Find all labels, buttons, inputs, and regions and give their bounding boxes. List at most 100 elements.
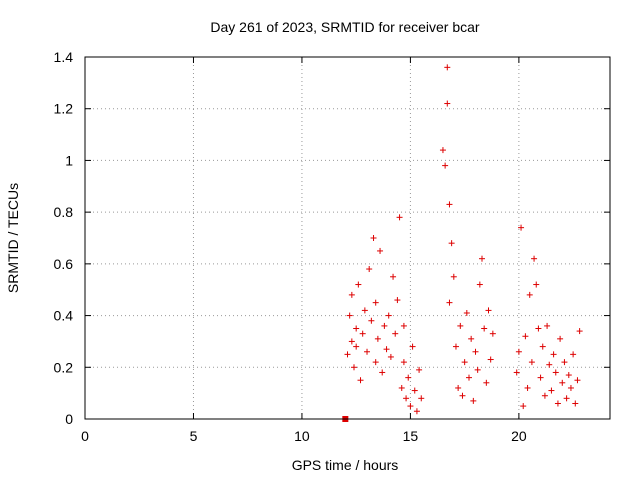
data-point: [372, 299, 379, 306]
y-tick-label: 0.4: [54, 308, 74, 324]
y-axis-ticks: 0 0.2 0.4 0.6 0.8 1 1.2 1.4: [54, 49, 610, 427]
data-point: [366, 266, 373, 273]
data-point: [544, 322, 551, 329]
data-point: [563, 395, 570, 402]
data-point: [344, 351, 351, 358]
data-point: [526, 291, 533, 298]
data-point: [348, 338, 355, 345]
data-point: [459, 392, 466, 399]
data-point: [359, 330, 366, 337]
data-point: [400, 322, 407, 329]
data-point: [465, 374, 472, 381]
data-point: [485, 307, 492, 314]
data-point: [470, 397, 477, 404]
data-point: [400, 359, 407, 366]
data-point: [383, 346, 390, 353]
x-tick-label: 20: [511, 428, 527, 444]
data-point: [413, 408, 420, 415]
data-point: [518, 224, 525, 231]
data-point: [561, 359, 568, 366]
grid-lines: [85, 57, 610, 419]
x-tick-label: 10: [294, 428, 310, 444]
data-point: [474, 366, 481, 373]
data-point: [444, 64, 451, 71]
data-point: [550, 351, 557, 358]
data-point: [483, 379, 490, 386]
data-point: [455, 384, 462, 391]
data-point: [572, 400, 579, 407]
data-point: [472, 348, 479, 355]
x-tick-label: 15: [403, 428, 419, 444]
data-point: [416, 366, 423, 373]
data-point: [552, 369, 559, 376]
data-point: [531, 255, 538, 262]
data-point: [522, 333, 529, 340]
data-point: [446, 299, 453, 306]
data-point: [392, 330, 399, 337]
data-point: [487, 356, 494, 363]
x-tick-label: 0: [81, 428, 89, 444]
data-point: [548, 387, 555, 394]
data-point: [457, 322, 464, 329]
data-point: [535, 325, 542, 332]
data-point: [374, 335, 381, 342]
data-point: [403, 395, 410, 402]
data-point: [405, 374, 412, 381]
data-point: [452, 343, 459, 350]
data-point: [361, 307, 368, 314]
data-point: [576, 328, 583, 335]
data-point: [444, 100, 451, 107]
data-point: [418, 395, 425, 402]
data-point: [385, 312, 392, 319]
data-point: [394, 297, 401, 304]
data-point: [411, 387, 418, 394]
data-point: [387, 353, 394, 360]
y-tick-label: 1.2: [54, 101, 74, 117]
data-point: [539, 343, 546, 350]
data-point: [390, 273, 397, 280]
data-point: [546, 361, 553, 368]
data-point: [479, 255, 486, 262]
data-point: [557, 335, 564, 342]
data-point: [364, 348, 371, 355]
plot-frame: [84, 56, 611, 420]
data-point: [567, 384, 574, 391]
data-point: [520, 403, 527, 410]
data-point: [407, 403, 414, 410]
y-tick-label: 0: [65, 411, 73, 427]
data-point: [513, 369, 520, 376]
data-point: [537, 374, 544, 381]
data-point: [570, 351, 577, 358]
data-point: [348, 291, 355, 298]
data-point: [353, 343, 360, 350]
data-point: [396, 214, 403, 221]
data-point: [368, 317, 375, 324]
data-point: [370, 235, 377, 241]
y-tick-label: 0.6: [54, 256, 74, 272]
y-tick-label: 1: [65, 152, 73, 168]
data-point: [346, 312, 353, 319]
data-point: [372, 359, 379, 366]
data-point: [379, 369, 386, 376]
data-point: [353, 325, 360, 332]
data-point: [574, 377, 581, 384]
data-point: [515, 348, 522, 355]
y-tick-label: 0.2: [54, 359, 74, 375]
data-point: [565, 372, 572, 379]
data-point: [442, 162, 449, 169]
data-point: [524, 384, 531, 391]
data-point: [481, 325, 488, 332]
data-point: [554, 400, 561, 407]
y-axis-label: SRMTID / TECUs: [5, 183, 21, 293]
x-tick-label: 5: [190, 428, 198, 444]
data-point: [461, 359, 468, 366]
data-point: [489, 330, 496, 337]
data-point: [559, 379, 566, 386]
data-point: [446, 201, 453, 208]
data-point: [398, 384, 405, 391]
data-point: [409, 343, 416, 350]
data-point: [528, 359, 535, 366]
data-point: [463, 309, 470, 316]
y-tick-label: 0.8: [54, 204, 74, 220]
